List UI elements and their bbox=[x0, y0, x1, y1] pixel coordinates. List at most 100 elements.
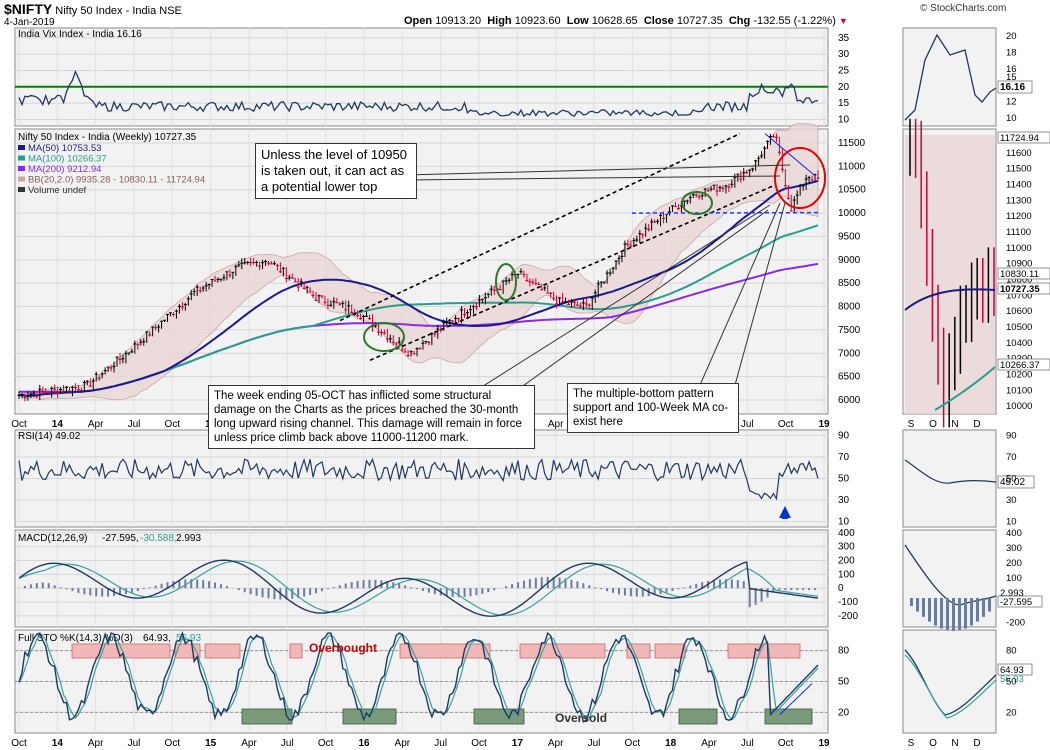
macd-histogram-bar bbox=[511, 584, 514, 589]
macd-histogram-bar bbox=[190, 579, 193, 589]
macd-histogram-bar bbox=[612, 588, 615, 593]
stoch-xtick-label: Jul bbox=[741, 738, 754, 749]
macd-histogram-bar bbox=[778, 588, 781, 591]
zoom-macd-ytick-label: 400 bbox=[1006, 528, 1022, 539]
pointer-line bbox=[699, 202, 781, 386]
macd-histogram-bar bbox=[77, 588, 80, 593]
macd-histogram-bar bbox=[202, 580, 205, 589]
stoch-last-d: 56.93 bbox=[1000, 674, 1024, 685]
macd-histogram-bar bbox=[386, 581, 389, 589]
macd-histogram-bar bbox=[463, 588, 466, 597]
macd-histogram-bar bbox=[445, 588, 448, 597]
price-title: Nifty 50 Index - India (Weekly) 10727.35 bbox=[18, 132, 197, 143]
zoom-vix-ytick-label: 18 bbox=[1006, 48, 1017, 59]
stoch-zoom-panel bbox=[902, 629, 997, 734]
legend-swatch bbox=[18, 166, 25, 171]
zoom-ma50-line bbox=[904, 288, 996, 311]
macd-histogram-bar bbox=[225, 586, 228, 589]
zoom-vix-value-box bbox=[997, 80, 1033, 94]
zoom-price-ytick-label: 10400 bbox=[1006, 338, 1032, 349]
macd-histogram-bar bbox=[130, 588, 133, 593]
macd-histogram-bar bbox=[588, 585, 591, 589]
price-xtick-label: Oct bbox=[11, 419, 27, 430]
macd-histogram-bar bbox=[790, 588, 793, 591]
symbol: $NIFTY bbox=[4, 1, 53, 17]
macd-histogram-bar bbox=[416, 588, 419, 590]
macd-histogram-bar bbox=[29, 584, 32, 589]
overbought-zone bbox=[204, 643, 241, 659]
vix-ytick-label: 25 bbox=[838, 65, 850, 76]
macd-histogram-bar bbox=[802, 588, 805, 591]
stoch-xtick-label: Apr bbox=[88, 738, 104, 749]
high-value: 10923.60 bbox=[514, 15, 561, 27]
stoch-xtick-label: Apr bbox=[395, 738, 411, 749]
zoom-price-ytick-label: 10000 bbox=[1006, 401, 1032, 412]
zoom-stoch-xtick-label: S bbox=[908, 738, 915, 749]
zoom-macd-histogram-bar bbox=[922, 598, 925, 617]
vix-ytick-label: 35 bbox=[838, 33, 850, 44]
stoch-xtick-label: 17 bbox=[512, 738, 524, 749]
green-bottom-circle-3 bbox=[681, 191, 713, 215]
macd-histogram-bar bbox=[410, 587, 413, 589]
macd-histogram-bar bbox=[23, 586, 26, 589]
stoch-xtick-label: 14 bbox=[52, 738, 64, 749]
close-label: Close bbox=[643, 15, 674, 27]
macd-histogram-bar bbox=[95, 588, 98, 597]
rsi-ytick-label: 90 bbox=[838, 430, 850, 441]
macd-histogram-bar bbox=[208, 581, 211, 589]
macd-histogram-bar bbox=[582, 583, 585, 589]
macd-histogram-bar bbox=[558, 577, 561, 589]
stoch-title-value-2: 56.93 bbox=[176, 633, 201, 644]
macd-histogram-bar bbox=[344, 583, 347, 589]
high-label: High bbox=[487, 15, 512, 27]
macd-histogram-bar bbox=[398, 583, 401, 589]
zoom-price-ytick-label: 11400 bbox=[1006, 179, 1032, 190]
macd-histogram-bar bbox=[107, 588, 110, 597]
macd-histogram-bar bbox=[718, 579, 721, 589]
zoom-price-ytick-label: 10500 bbox=[1006, 322, 1032, 333]
macd-histogram-bar bbox=[730, 579, 733, 589]
macd-title-value-3: 2.993 bbox=[176, 533, 201, 544]
macd-ytick-label: -200 bbox=[838, 611, 858, 622]
macd-histogram-bar bbox=[451, 588, 454, 597]
macd-histogram-bar bbox=[368, 579, 371, 589]
macd-histogram-bar bbox=[184, 579, 187, 589]
macd-histogram-bar bbox=[635, 588, 638, 597]
stoch-xtick-label: Oct bbox=[625, 738, 641, 749]
zoom-rsi-line bbox=[904, 459, 997, 484]
macd-histogram-bar bbox=[273, 588, 276, 600]
zoom-macd-histogram-bar bbox=[916, 598, 919, 612]
price-ytick-label: 9500 bbox=[838, 231, 861, 242]
macd-histogram-bar bbox=[617, 588, 620, 595]
zoom-price-xtick-label: N bbox=[951, 419, 958, 430]
stoch-d-line bbox=[18, 633, 819, 721]
vix-title: India Vix Index - India 16.16 bbox=[18, 29, 142, 40]
price-xtick-label: 19 bbox=[818, 419, 830, 430]
macd-line bbox=[18, 559, 819, 617]
macd-ytick-label: -100 bbox=[838, 597, 858, 608]
macd-histogram-bar bbox=[772, 588, 775, 593]
overbought-zone bbox=[519, 643, 606, 659]
zoom-price-value-box bbox=[997, 267, 1050, 280]
zoom-macd-histogram-bar bbox=[964, 598, 967, 629]
macd-histogram-bar bbox=[552, 577, 555, 589]
pointer-line bbox=[519, 209, 769, 389]
low-label: Low bbox=[566, 15, 589, 27]
zoom-price-value-label: 10266.37 bbox=[1000, 360, 1040, 371]
resistance-line bbox=[764, 133, 816, 177]
macd-histogram-bar bbox=[338, 585, 341, 589]
macd-histogram-bar bbox=[594, 587, 597, 589]
zoom-stoch-ytick-label: 80 bbox=[1006, 646, 1017, 657]
macd-ytick-label: 100 bbox=[838, 569, 855, 580]
zoom-stoch-d-line bbox=[904, 654, 997, 719]
zoom-stoch-xtick-label: N bbox=[951, 738, 958, 749]
price-ytick-label: 11500 bbox=[838, 138, 866, 149]
zoom-vix-ytick-label: 10 bbox=[1006, 113, 1017, 124]
macd-histogram-bar bbox=[475, 588, 478, 596]
copyright: © StockCharts.com bbox=[920, 3, 1007, 14]
macd-histogram-bar bbox=[326, 588, 329, 590]
macd-histogram-bar bbox=[814, 588, 817, 591]
down-arrow-icon: ▼ bbox=[838, 16, 848, 26]
structural-damage-note: The week ending 05-OCT has inflicted som… bbox=[208, 385, 535, 449]
